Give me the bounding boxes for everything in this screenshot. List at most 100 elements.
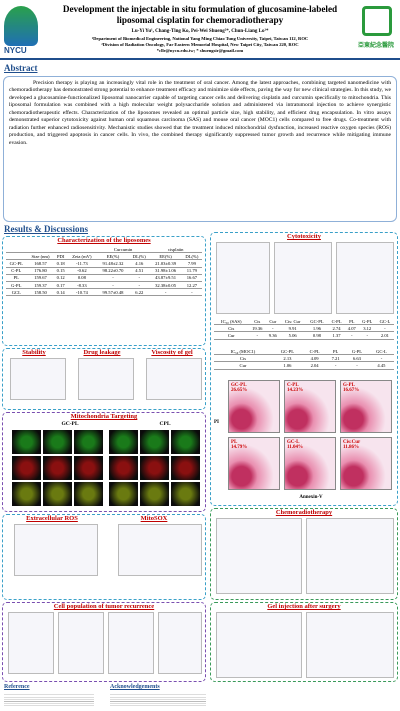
- cell: 176.80: [26, 267, 55, 275]
- cell: -0.62: [66, 267, 97, 275]
- cell: 2.74: [328, 324, 345, 333]
- cell: -8.33: [66, 281, 97, 290]
- cell: [6, 246, 97, 254]
- micrograph: [74, 482, 103, 506]
- micrograph: [140, 456, 169, 480]
- cell: 0.17: [54, 281, 67, 290]
- cell: -: [344, 331, 359, 340]
- cell: 7.21: [326, 354, 346, 363]
- cell: Cur: [214, 331, 249, 340]
- plot: [216, 242, 270, 314]
- cell: 158.50: [26, 288, 55, 297]
- flow-percent: 11.04%: [287, 445, 303, 450]
- cell: -: [358, 331, 376, 340]
- cell: 4.51: [129, 267, 150, 275]
- label: CPL: [159, 421, 171, 427]
- cell: 159.37: [26, 281, 55, 290]
- cell: C-PL: [328, 318, 345, 326]
- logo-right-mark: [362, 6, 392, 36]
- abstract-text: Precision therapy is playing an increasi…: [3, 76, 397, 222]
- plot: [58, 612, 104, 674]
- row: Cur 1.06 2.04- -4.45: [214, 361, 394, 370]
- cell: G-PL: [358, 318, 376, 326]
- ack-lines: [110, 693, 206, 707]
- authors: Lu-Yi Yu¹, Chang-Ting Ko, Pei-Wei Shueng…: [131, 29, 269, 34]
- cell: Zeta (mV): [66, 252, 97, 261]
- heading: Reference: [4, 684, 30, 690]
- flow-percent: 14.79%: [231, 445, 248, 450]
- cell: 1.96: [305, 324, 329, 333]
- flow-panel: GC-L 11.04%: [284, 437, 336, 490]
- micrograph: [43, 456, 72, 480]
- row: G-PL 159.37 0.17 -8.33- -32.38±0.05 12.27: [6, 281, 202, 290]
- cell: 159.67: [26, 274, 55, 282]
- row: Curcumin cisplatin: [6, 246, 202, 254]
- cell: DL(%): [181, 252, 202, 261]
- cell: -: [129, 281, 150, 290]
- micrograph: [171, 456, 200, 480]
- ic50-table: IC₅₀ (MOC1) GC-PL C-PL PL G-PL GC-L Cis 2.13 4.0…: [214, 348, 394, 370]
- cell: EE(%): [96, 252, 130, 261]
- table: Curcumin cisplatin Size (nm) PDI Zeta (mV) EE…: [6, 246, 202, 297]
- cell: -: [181, 288, 202, 297]
- cell: PL: [326, 348, 346, 356]
- cell: Cis: Cur: [279, 318, 306, 326]
- panel-title: Cytotoxicity: [287, 233, 321, 240]
- plot: [216, 612, 302, 678]
- flow-percent: 14.23%: [287, 388, 304, 393]
- cell: 19.36: [248, 324, 266, 333]
- row: C-PL 176.80 0.15 -0.62 98.22±0.70 4.51 31.98±1…: [6, 267, 202, 275]
- cell: -11.73: [66, 259, 97, 268]
- cell: GC-PL: [305, 318, 329, 326]
- micrograph: [171, 482, 200, 506]
- cell: C-PL: [302, 348, 327, 356]
- plot: [158, 612, 202, 674]
- cell: 21.03±0.39: [149, 259, 182, 268]
- cell: Size (nm): [26, 252, 55, 261]
- cell: PL: [6, 274, 27, 282]
- cell: 12.27: [181, 281, 202, 290]
- cell: IC₅₀ (SAS): [214, 318, 249, 326]
- plot: [14, 524, 98, 576]
- cell: 0.15: [54, 267, 67, 275]
- panel-title: MitoSOX: [140, 515, 168, 522]
- panel-title: Chemoradiotherapy: [275, 509, 333, 516]
- cell: -: [129, 274, 150, 282]
- cell: 168.57: [26, 259, 55, 268]
- cell: 1.37: [328, 331, 345, 340]
- row: GC-PL 168.57 0.18 -11.73 91.48±2.32 4.16 21.03…: [6, 259, 202, 268]
- cell: -: [96, 281, 130, 290]
- cell: GC-L: [368, 348, 394, 356]
- plot: [108, 612, 154, 674]
- cell: -: [368, 354, 394, 363]
- cell: 32.38±0.05: [149, 281, 182, 290]
- cell: [6, 252, 27, 261]
- plot: [306, 612, 394, 678]
- flow-label: C-PL: [287, 383, 299, 388]
- cell: 9.91: [279, 324, 306, 333]
- logo-right: 亞東紀念醫院: [357, 42, 394, 49]
- cell: -: [248, 331, 266, 340]
- flow-panel: G-PL 16.67%: [340, 380, 392, 433]
- row: IC₅₀ (SAS) Cis Cur Cis: Cur GC-PL C-PL PL G-PL G…: [214, 318, 394, 326]
- plot: [118, 524, 202, 576]
- plot: [146, 358, 202, 400]
- cell: 4.16: [129, 259, 150, 268]
- email: *clle@nycu.edu.tw; * shuengsir@gmail.com: [156, 48, 244, 53]
- plot: [78, 358, 134, 400]
- cell: 6.22: [129, 288, 150, 297]
- cell: 4.07: [344, 324, 359, 333]
- cell: 98.22±0.70: [96, 267, 130, 275]
- cell: Curcumin: [96, 246, 150, 254]
- flow-percent: 11.86%: [343, 445, 359, 450]
- plot: [10, 358, 66, 400]
- cell: Cis: [214, 354, 272, 363]
- cell: PDI: [54, 252, 67, 261]
- characterization-table: Curcumin cisplatin Size (nm) PDI Zeta (mV) EE…: [6, 246, 202, 297]
- cell: 5.06: [279, 331, 306, 340]
- cell: GC-L: [375, 318, 394, 326]
- flow-panel: Cis:Cur 11.86%: [340, 437, 392, 490]
- flow-label: Cis:Cur: [343, 440, 361, 445]
- cell: Cis: [214, 324, 249, 333]
- cell: 4.09: [302, 354, 327, 363]
